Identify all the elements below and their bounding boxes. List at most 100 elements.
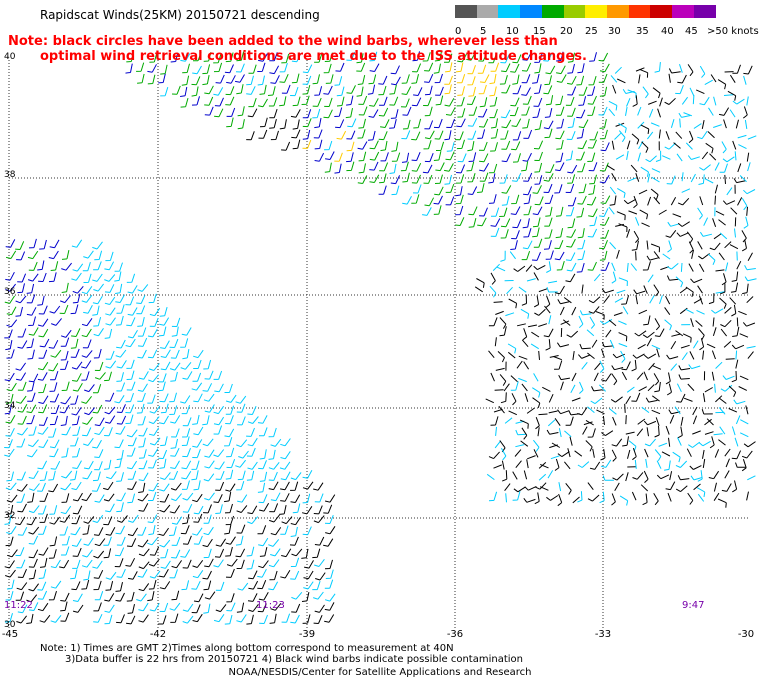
wind-barb [489,73,497,85]
wind-barb [555,162,565,172]
wind-barb [92,383,102,394]
wind-barb [468,206,478,216]
wind-barb [180,86,188,97]
wind-barb [61,262,72,271]
wind-barb [280,481,290,491]
wind-barb [51,318,62,326]
wind-barb [115,592,125,602]
wind-barb [202,570,212,580]
wind-barb [81,371,90,381]
wind-barb [279,461,291,470]
wind-barb [182,559,192,569]
graticule [8,60,750,628]
wind-barb [622,306,629,315]
wind-barb [554,184,563,194]
wind-barb [735,119,739,129]
wind-barb [6,306,17,316]
wind-barb [670,363,678,371]
wind-barb [170,371,178,382]
wind-barb [6,526,17,535]
wind-barb [148,558,160,567]
wind-barb [534,175,543,185]
wind-barb [49,439,60,449]
legend-label: >50 knots [707,26,759,37]
wind-barb [169,362,181,371]
wind-barb [706,418,714,426]
wind-barb [734,437,739,447]
wind-barb [722,375,735,380]
wind-barb [203,514,212,524]
wind-barb [357,129,366,139]
wind-barb [224,524,232,535]
wind-barb [60,601,68,612]
wind-barb [479,74,490,83]
wind-barb [346,95,354,106]
wind-barb [71,272,82,281]
wind-barb [512,131,522,141]
wind-barb [378,185,387,195]
wind-barb [26,338,34,349]
wind-barb [203,548,212,559]
wind-barb [93,580,102,591]
wind-barb [357,141,368,150]
wind-barb [553,356,562,361]
wind-barb [612,353,625,359]
wind-barb [599,240,608,250]
wind-barb [213,425,223,435]
wind-barb [576,262,585,273]
wind-barb [290,557,300,567]
wind-barb [50,404,60,414]
wind-barb [743,189,756,195]
wind-barb [625,431,635,435]
wind-barb [686,448,692,457]
wind-barb [556,342,570,348]
wind-barb [714,162,720,171]
wind-barb [544,229,553,239]
wind-barb [379,173,387,184]
wind-barb [38,547,49,556]
wind-barb [60,415,68,426]
wind-barb [356,53,364,64]
wind-barb [499,374,507,386]
wind-barb [336,86,345,97]
wind-barb [577,228,585,239]
wind-barb [4,439,13,449]
lon-label-30: -30 [737,629,755,640]
wind-barb [605,329,612,338]
wind-barb [16,582,28,591]
wind-barb [546,429,559,435]
lat-label-36: 36 [4,287,16,297]
wind-barb [601,288,614,294]
wind-barb [664,142,676,150]
wind-barb [676,393,686,403]
wind-barb [704,79,713,86]
wind-barb [671,333,681,337]
wind-barb [259,427,268,437]
wind-barb [688,241,694,254]
wind-barb [268,581,279,591]
wind-barb [302,493,311,504]
wind-barb [454,131,464,141]
wind-barb [213,449,225,458]
wind-barb [180,525,190,535]
wind-barb [626,386,635,393]
wind-barb [720,328,727,337]
wind-barb [50,559,61,569]
wind-barb [578,86,588,96]
wind-barb [324,52,333,62]
wind-barb [638,74,641,84]
wind-barb [92,305,100,316]
wind-barb [72,415,80,426]
wind-barb [677,475,690,481]
wind-barb [711,371,715,381]
wind-barb [683,397,693,402]
wind-barb [523,470,528,480]
wind-barb [378,131,388,141]
wind-barb [104,328,113,339]
wind-barb [733,178,746,184]
wind-barb [677,197,690,206]
wind-barb [747,135,757,140]
wind-barb [138,503,149,512]
wind-barb [649,295,655,304]
wind-barb [650,188,659,200]
